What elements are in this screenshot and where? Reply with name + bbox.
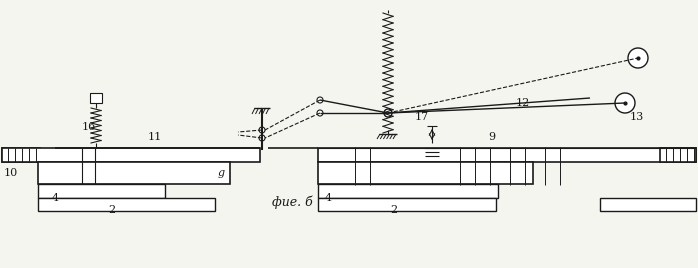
Bar: [600, 198, 696, 211]
Circle shape: [259, 135, 265, 141]
Circle shape: [628, 48, 648, 68]
Bar: [90, 93, 102, 103]
Circle shape: [259, 127, 265, 133]
Text: фие. б: фие. б: [272, 195, 313, 209]
Bar: [318, 148, 696, 162]
Text: 2: 2: [108, 205, 115, 215]
Text: 12: 12: [516, 98, 530, 108]
Bar: [318, 162, 533, 184]
Bar: [38, 198, 215, 211]
Text: 17: 17: [415, 112, 429, 122]
Text: 9: 9: [488, 132, 495, 142]
Text: g: g: [218, 168, 225, 178]
Text: 10: 10: [4, 168, 18, 178]
Circle shape: [317, 97, 323, 103]
Circle shape: [384, 109, 392, 117]
Bar: [2, 148, 40, 162]
Bar: [38, 162, 230, 184]
Bar: [318, 184, 498, 198]
Text: 11: 11: [148, 132, 162, 142]
Circle shape: [615, 93, 635, 113]
Bar: [660, 148, 696, 162]
Bar: [38, 184, 165, 198]
Bar: [2, 148, 260, 162]
Circle shape: [317, 110, 323, 116]
Text: 4: 4: [52, 193, 59, 203]
Text: 4: 4: [325, 193, 332, 203]
Bar: [318, 198, 496, 211]
Text: 2: 2: [390, 205, 397, 215]
Text: 16: 16: [82, 122, 96, 132]
Text: 13: 13: [630, 112, 644, 122]
